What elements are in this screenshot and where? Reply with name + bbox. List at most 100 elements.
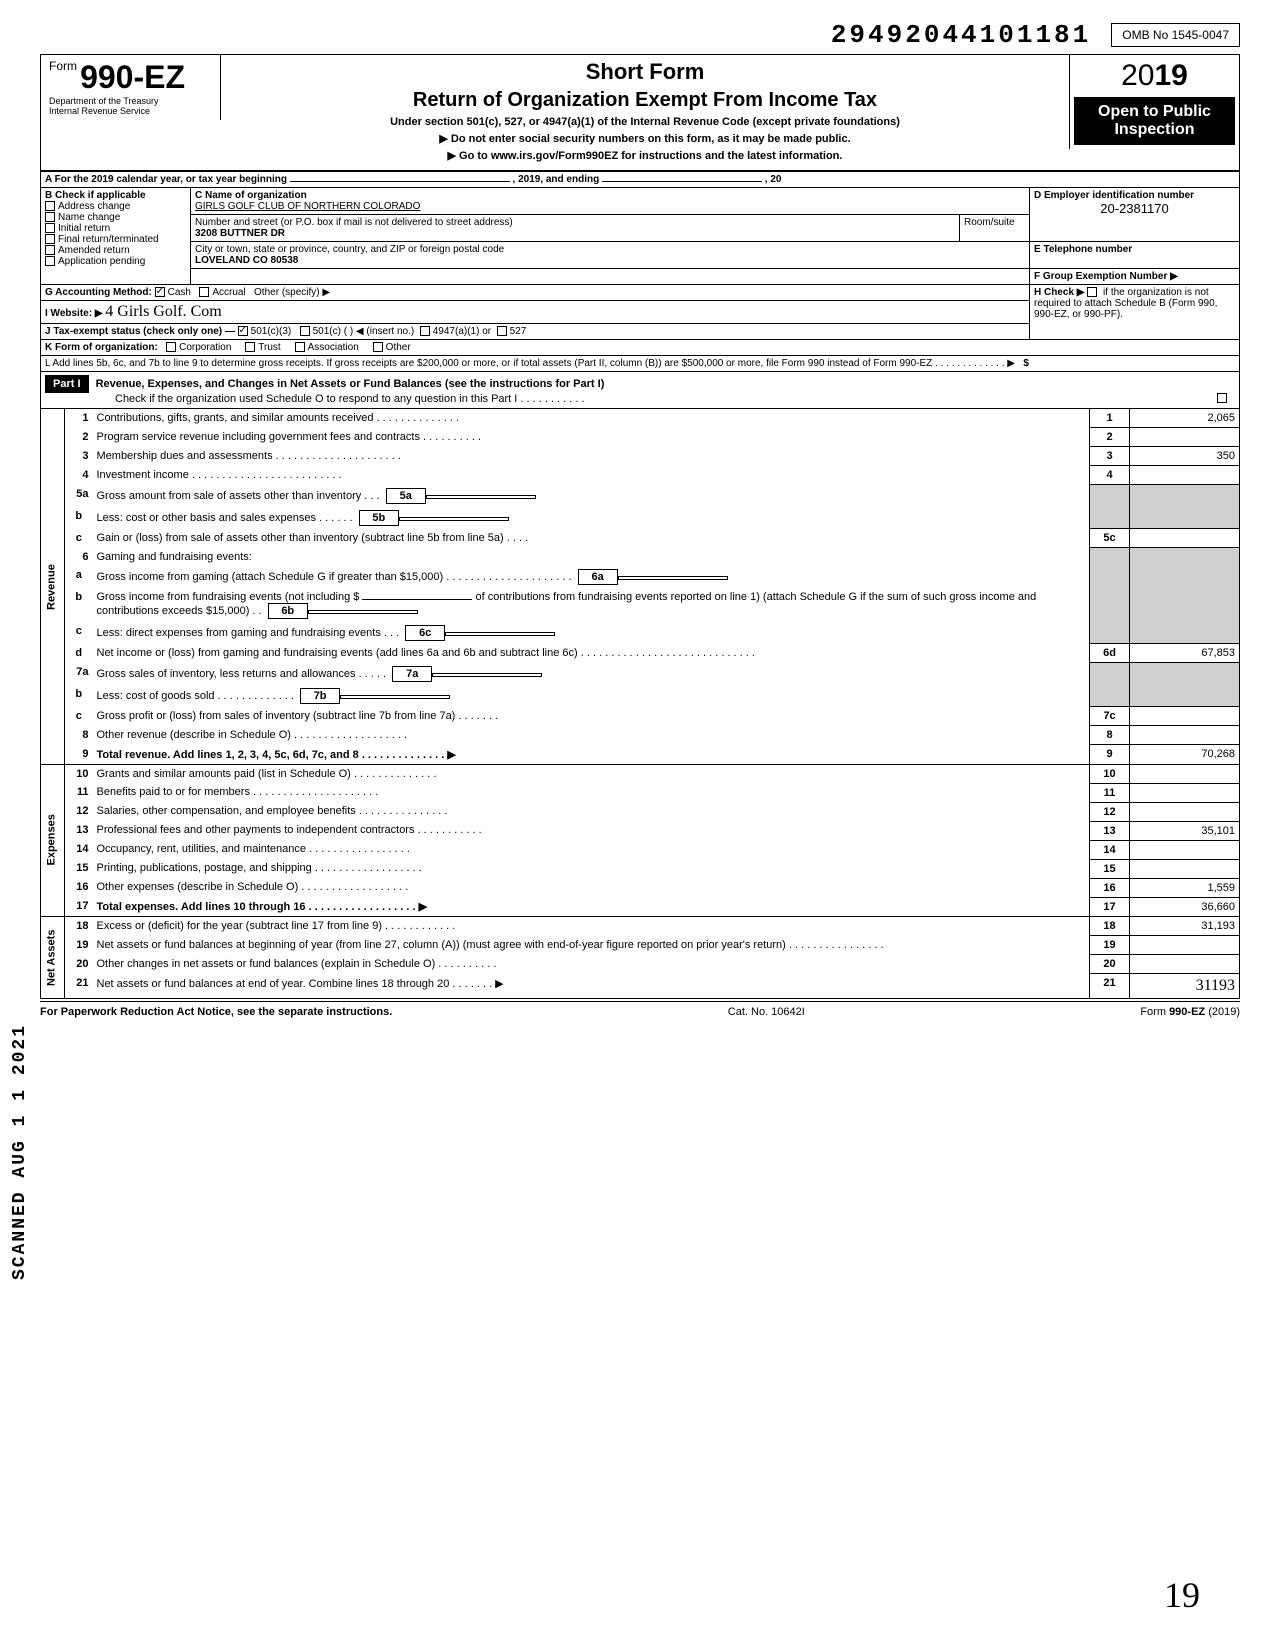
l18-amt: 31,193 <box>1130 917 1240 936</box>
chk-other[interactable] <box>373 342 383 352</box>
l13-amt: 35,101 <box>1130 821 1240 840</box>
org-name: GIRLS GOLF CLUB OF NORTHERN COLORADO <box>195 201 420 212</box>
chk-part1-scho[interactable] <box>1217 393 1227 403</box>
l3-amt: 350 <box>1130 447 1240 466</box>
l6c-no: c <box>65 622 93 644</box>
l2-box: 2 <box>1090 428 1130 447</box>
line-a-label: A For the 2019 calendar year, or tax yea… <box>45 174 287 185</box>
year-prefix: 20 <box>1121 59 1154 92</box>
l18-no: 18 <box>65 917 93 936</box>
l19-box: 19 <box>1090 936 1130 955</box>
k-corp: Corporation <box>179 342 231 353</box>
l8-amt <box>1130 726 1240 745</box>
l5b-desc: Less: cost or other basis and sales expe… <box>97 512 353 524</box>
l12-amt <box>1130 802 1240 821</box>
year-digits: 19 <box>1155 59 1188 92</box>
chk-final-label: Final return/terminated <box>58 234 159 245</box>
chk-4947[interactable] <box>420 326 430 336</box>
k-label: K Form of organization: <box>45 342 158 353</box>
chk-amended[interactable] <box>45 245 55 255</box>
d-label: D Employer identification number <box>1034 190 1194 201</box>
l13-box: 13 <box>1090 821 1130 840</box>
l14-desc: Occupancy, rent, utilities, and maintena… <box>93 840 1090 859</box>
l6c-desc: Less: direct expenses from gaming and fu… <box>97 627 400 639</box>
l6d-amt: 67,853 <box>1130 644 1240 663</box>
footer-right: 990-EZ <box>1169 1006 1205 1018</box>
chk-final[interactable] <box>45 234 55 244</box>
l1-box: 1 <box>1090 409 1130 428</box>
l10-no: 10 <box>65 764 93 783</box>
chk-assoc[interactable] <box>295 342 305 352</box>
l20-box: 20 <box>1090 955 1130 974</box>
footer-mid: Cat. No. 10642I <box>728 1006 805 1018</box>
g-label: G Accounting Method: <box>45 287 152 298</box>
l14-no: 14 <box>65 840 93 859</box>
k-other: Other <box>386 342 411 353</box>
short-form-title: Short Form <box>225 59 1065 85</box>
part1-label: Part I <box>45 375 89 393</box>
l19-no: 19 <box>65 936 93 955</box>
l14-box: 14 <box>1090 840 1130 859</box>
l1-desc: Contributions, gifts, grants, and simila… <box>93 409 1090 428</box>
l2-desc: Program service revenue including govern… <box>93 428 1090 447</box>
l16-amt: 1,559 <box>1130 878 1240 897</box>
omb-number: OMB No 1545-0047 <box>1111 23 1240 47</box>
l-text: L Add lines 5b, 6c, and 7b to line 9 to … <box>45 358 1015 369</box>
l7b-no: b <box>65 685 93 707</box>
l1-amt: 2,065 <box>1130 409 1240 428</box>
l7c-desc: Gross profit or (loss) from sales of inv… <box>93 707 1090 726</box>
l7a-no: 7a <box>65 663 93 685</box>
l20-desc: Other changes in net assets or fund bala… <box>93 955 1090 974</box>
l4-box: 4 <box>1090 466 1130 485</box>
chk-initial[interactable] <box>45 223 55 233</box>
l7c-no: c <box>65 707 93 726</box>
chk-h[interactable] <box>1087 287 1097 297</box>
f-label: F Group Exemption Number ▶ <box>1034 271 1178 282</box>
l5a-box: 5a <box>386 488 426 504</box>
c-label: C Name of organization <box>195 190 307 201</box>
chk-501c[interactable] <box>300 326 310 336</box>
chk-app[interactable] <box>45 256 55 266</box>
form-prefix: Form <box>49 59 77 73</box>
l19-desc: Net assets or fund balances at beginning… <box>93 936 1090 955</box>
side-netassets: Net Assets <box>41 917 65 999</box>
chk-trust[interactable] <box>245 342 255 352</box>
l7c-box: 7c <box>1090 707 1130 726</box>
l5b-no: b <box>65 507 93 529</box>
l-amt: $ <box>1023 358 1029 369</box>
l6b-box: 6b <box>268 603 308 619</box>
street-value: 3208 BUTTNER DR <box>195 228 285 239</box>
info-table: A For the 2019 calendar year, or tax yea… <box>40 171 1240 372</box>
l15-box: 15 <box>1090 859 1130 878</box>
l17-box: 17 <box>1090 897 1130 917</box>
l16-no: 16 <box>65 878 93 897</box>
street-label: Number and street (or P.O. box if mail i… <box>195 217 513 228</box>
l7b-box: 7b <box>300 688 340 704</box>
chk-name[interactable] <box>45 212 55 222</box>
l10-desc: Grants and similar amounts paid (list in… <box>93 764 1090 783</box>
chk-cash[interactable] <box>155 287 165 297</box>
chk-527[interactable] <box>497 326 507 336</box>
footer-right-form: Form <box>1140 1006 1169 1018</box>
chk-corp[interactable] <box>166 342 176 352</box>
form-header: Form 990-EZ Department of the Treasury I… <box>40 54 1240 171</box>
l16-desc: Other expenses (describe in Schedule O) … <box>93 878 1090 897</box>
l9-no: 9 <box>65 745 93 765</box>
chk-501c3[interactable] <box>238 326 248 336</box>
scanned-stamp: SCANNED AUG 1 1 2021 <box>10 1024 30 1280</box>
l20-amt <box>1130 955 1240 974</box>
room-label: Room/suite <box>964 217 1015 228</box>
main-table: Revenue 1 Contributions, gifts, grants, … <box>40 409 1240 999</box>
l21-box: 21 <box>1090 974 1130 999</box>
footer: For Paperwork Reduction Act Notice, see … <box>40 1001 1240 1018</box>
l6c-amt <box>445 632 555 636</box>
chk-address[interactable] <box>45 201 55 211</box>
l5a-amt <box>426 495 536 499</box>
footer-left: For Paperwork Reduction Act Notice, see … <box>40 1006 392 1018</box>
chk-address-label: Address change <box>58 201 130 212</box>
chk-accrual[interactable] <box>199 287 209 297</box>
section-b-label: B Check if applicable <box>45 190 146 201</box>
l6d-desc: Net income or (loss) from gaming and fun… <box>93 644 1090 663</box>
l14-amt <box>1130 840 1240 859</box>
l8-desc: Other revenue (describe in Schedule O) .… <box>93 726 1090 745</box>
